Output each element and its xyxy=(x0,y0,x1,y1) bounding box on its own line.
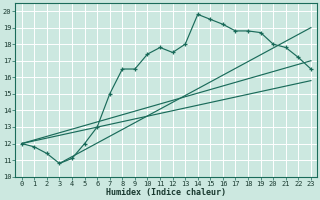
X-axis label: Humidex (Indice chaleur): Humidex (Indice chaleur) xyxy=(106,188,226,197)
